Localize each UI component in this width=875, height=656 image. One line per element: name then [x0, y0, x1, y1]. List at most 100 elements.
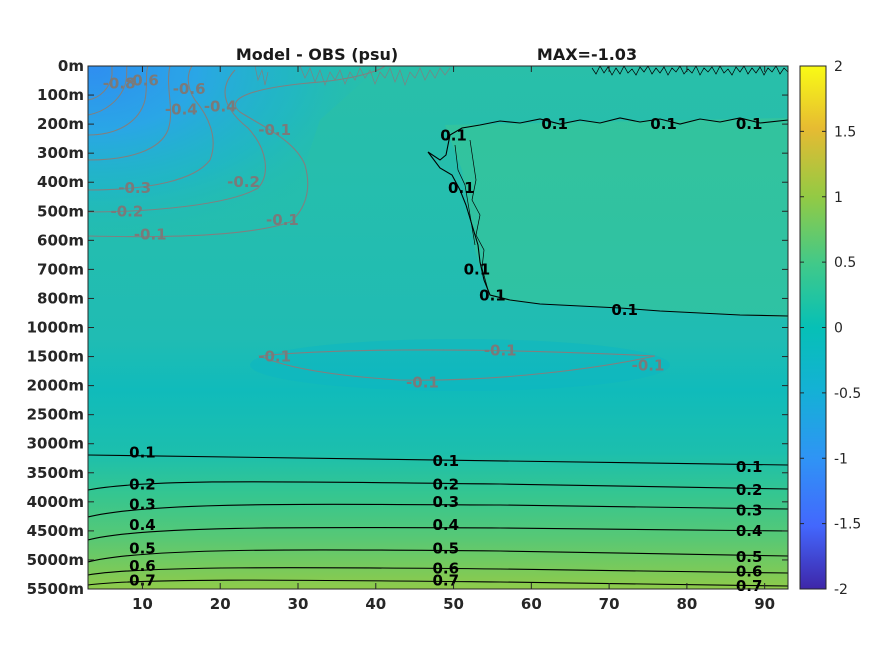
x-tick-label: 70 — [599, 595, 620, 613]
contour-label: 0.3 — [736, 502, 763, 520]
colorbar-tick-label: 0.5 — [834, 255, 856, 271]
x-tick-label: 90 — [754, 595, 775, 613]
contour-label: 0.6 — [736, 563, 763, 581]
x-tick-label: 50 — [443, 595, 464, 613]
contour-label: 0.7 — [736, 577, 763, 595]
contour-label: -0.1 — [632, 356, 665, 374]
contour-label: 0.5 — [129, 539, 156, 557]
contour-label: 0.2 — [129, 475, 156, 493]
colorbar-tick-label: -0.5 — [834, 386, 861, 402]
colorbar: 2 1.5 1 0.5 0 -0.5 -1 -1.5 -2 — [799, 59, 861, 598]
y-tick-label: 4500m — [27, 522, 84, 540]
contour-label: 0.1 — [541, 115, 568, 133]
y-tick-label: 0m — [58, 57, 84, 75]
contour-label: 0.4 — [432, 516, 459, 534]
contour-line-surface-noise — [591, 66, 788, 76]
contour-label: 0.2 — [432, 475, 459, 493]
colorbar-tick-label: 1.5 — [834, 124, 856, 140]
colorbar-tick-label: -1 — [834, 451, 848, 467]
contour-label: -0.4 — [165, 101, 198, 119]
colorbar-tick-label: -2 — [834, 582, 848, 598]
contour-label: -0.1 — [484, 342, 517, 360]
y-tick-label: 800m — [37, 289, 84, 307]
contour-line-neg0.4 — [88, 66, 172, 161]
y-tick-label: 700m — [37, 260, 84, 278]
contour-line-neg0.6 — [88, 66, 128, 116]
max-annotation: MAX=-1.03 — [537, 45, 637, 64]
contour-label: 0.1 — [479, 287, 506, 305]
contour-label: 0.1 — [129, 443, 156, 461]
contour-line-0.3-deep — [88, 503, 788, 518]
y-tick-label: 1500m — [27, 348, 84, 366]
y-tick-label: 5000m — [27, 551, 84, 569]
y-tick-label: 3000m — [27, 435, 84, 453]
contour-label: 0.4 — [129, 516, 156, 534]
contour-label: -0.1 — [406, 374, 439, 392]
contour-label: -0.1 — [266, 211, 299, 229]
contour-label: 0.2 — [736, 481, 763, 499]
contour-label: 0.5 — [432, 539, 459, 557]
contour-label: 0.1 — [736, 458, 763, 476]
y-tick-label: 100m — [37, 86, 84, 104]
contour-line-0.6-deep — [88, 567, 788, 576]
contour-label: 0.5 — [736, 548, 763, 566]
y-tick-label: 5500m — [27, 580, 84, 598]
contour-line-0.1-jagged — [454, 139, 489, 291]
colorbar-tick-label: 2 — [834, 59, 843, 75]
contour-label: 0.6 — [432, 560, 459, 578]
contour-label: 0.1 — [650, 115, 677, 133]
contour-label: 0.1 — [432, 452, 459, 470]
x-tick-label: 30 — [288, 595, 309, 613]
contour-label: -0.6 — [173, 80, 206, 98]
contour-label: -0.8 — [103, 74, 136, 92]
heatmap-field — [88, 66, 788, 589]
contour-line-neg0.1-surface — [254, 66, 451, 87]
contour-line-neg0.5 — [88, 66, 149, 136]
contour-line-neg0.7 — [88, 66, 113, 101]
x-tick-label: 40 — [365, 595, 386, 613]
contour-label: -0.1 — [258, 121, 291, 139]
contour-label: -0.2 — [110, 202, 143, 220]
y-tick-label: 4000m — [27, 493, 84, 511]
contour-label: 0.1 — [440, 127, 467, 145]
chart-title: Model - OBS (psu) — [236, 45, 398, 64]
contour-label: 0.7 — [432, 571, 459, 589]
contour-label: -0.6 — [126, 72, 159, 90]
contour-label: -0.2 — [227, 173, 260, 191]
x-tick-label: 20 — [210, 595, 231, 613]
contour-label: -0.4 — [204, 98, 237, 116]
contour-label: 0.1 — [736, 115, 763, 133]
contour-line-neg0.2 — [88, 69, 266, 213]
contour-label: 0.7 — [129, 571, 156, 589]
contour-label: -0.3 — [118, 179, 151, 197]
colorbar-tick-label: 0 — [834, 321, 843, 337]
y-tick-label: 500m — [37, 202, 84, 220]
x-tick-label: 60 — [521, 595, 542, 613]
contour-label: 0.1 — [448, 179, 475, 197]
y-tick-label: 600m — [37, 231, 84, 249]
x-tick-label: 80 — [676, 595, 697, 613]
y-tick-label: 400m — [37, 173, 84, 191]
colorbar-tick-label: 1 — [834, 190, 843, 206]
x-axis: 10 20 30 40 50 60 70 80 90 — [132, 66, 775, 613]
contour-line-0.2-deep — [88, 481, 788, 491]
y-tick-label: 1000m — [27, 319, 84, 337]
contour-label: 0.3 — [129, 496, 156, 514]
contour-label: -0.1 — [258, 348, 291, 366]
contour-line-neg0.1-upper — [88, 66, 386, 238]
contour-line-0.1-upper-box — [427, 117, 788, 317]
contour-line-neg0.3 — [88, 66, 214, 191]
colorbar-tick-label: -1.5 — [834, 517, 861, 533]
contour-label: -0.1 — [134, 226, 167, 244]
contour-label: 0.6 — [129, 557, 156, 575]
y-tick-label: 300m — [37, 144, 84, 162]
contour-line-neg0.1-deep — [257, 349, 656, 381]
contour-label: 0.1 — [611, 301, 638, 319]
contour-label: 0.3 — [432, 493, 459, 511]
colorbar-gradient — [800, 66, 826, 589]
y-axis: 0m 100m 200m 300m 400m 500m 600m 700m 800m 1000m 1… — [27, 57, 788, 598]
y-tick-label: 2500m — [27, 406, 84, 424]
contour-line-0.5-deep — [88, 549, 788, 563]
contour-line-0.7-deep — [88, 579, 788, 587]
